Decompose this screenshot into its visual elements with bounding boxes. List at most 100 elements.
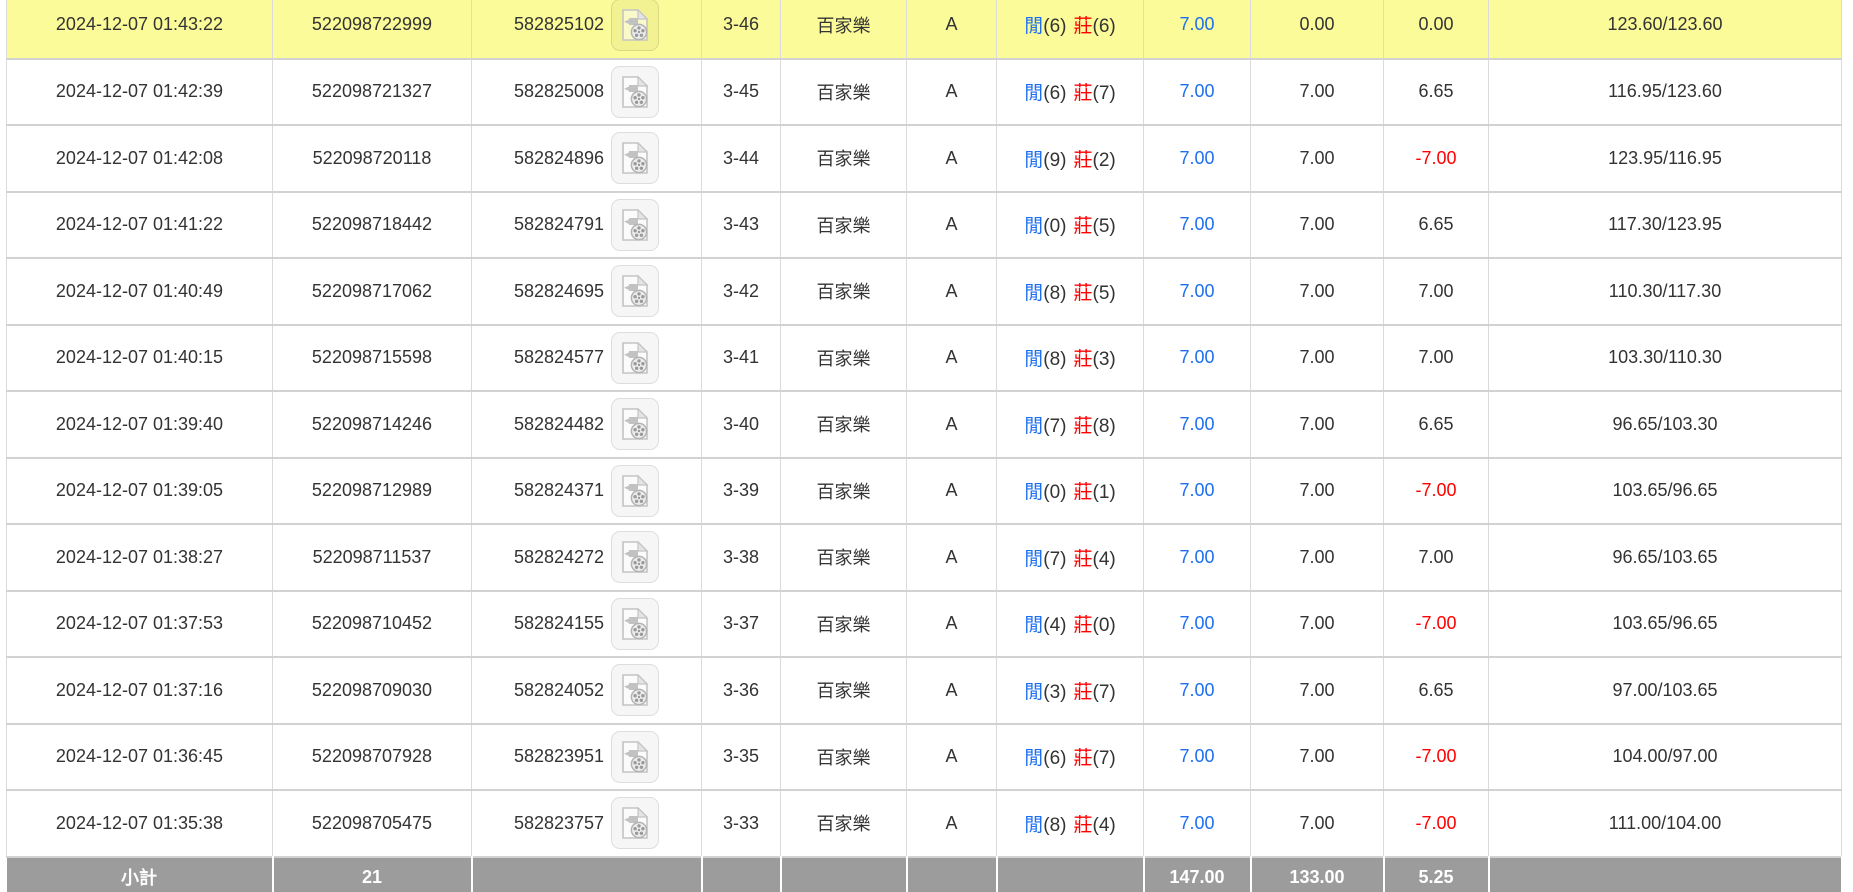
game-id-cell: 582824577 [471, 323, 702, 391]
game-name: 百家樂 [780, 656, 907, 724]
video-replay-button[interactable] [611, 730, 660, 783]
film-document-icon [622, 674, 649, 707]
banker-score: (5) [1092, 282, 1116, 304]
video-replay-button[interactable] [611, 265, 660, 318]
bet-id: 522098722999 [272, 0, 472, 59]
bet-row[interactable]: 2024-12-07 01:40:49 522098717062 5828246… [6, 257, 1842, 325]
game-name: 百家樂 [780, 257, 907, 325]
video-replay-button[interactable] [611, 398, 660, 451]
bet-row[interactable]: 2024-12-07 01:42:08 522098720118 5828248… [6, 124, 1842, 192]
round-number: 3-36 [701, 656, 781, 724]
table-name: A [906, 57, 997, 125]
video-replay-button[interactable] [611, 0, 660, 51]
game-id: 582824371 [513, 480, 605, 501]
player-label: 閒 [1024, 16, 1044, 38]
bet-amount-link[interactable]: 7.00 [1179, 480, 1215, 501]
game-result: 閒(8) 莊(4) [996, 789, 1144, 857]
bet-id: 522098711537 [272, 523, 472, 591]
banker-score: (7) [1092, 748, 1116, 770]
bet-amount-link[interactable]: 7.00 [1179, 147, 1215, 168]
game-id-cell: 582824896 [471, 124, 702, 192]
valid-amount: 7.00 [1250, 722, 1384, 790]
game-result: 閒(6) 莊(6) [996, 0, 1144, 59]
bet-row[interactable]: 2024-12-07 01:37:53 522098710452 5828241… [6, 589, 1842, 657]
game-id-cell: 582824155 [471, 589, 702, 657]
bet-row[interactable]: 2024-12-07 01:35:38 522098705475 5828237… [6, 789, 1842, 857]
balance: 117.30/123.95 [1488, 190, 1842, 258]
video-replay-button[interactable] [611, 198, 660, 251]
player-score: (8) [1043, 349, 1067, 371]
video-replay-button[interactable] [611, 797, 660, 850]
bet-row[interactable]: 2024-12-07 01:40:15 522098715598 5828245… [6, 323, 1842, 391]
bet-id: 522098707928 [272, 722, 472, 790]
game-id-cell: 582824695 [471, 257, 702, 325]
bet-row[interactable]: 2024-12-07 01:38:27 522098711537 5828242… [6, 523, 1842, 591]
bet-row[interactable]: 2024-12-07 01:36:45 522098707928 5828239… [6, 722, 1842, 790]
game-result: 閒(7) 莊(8) [996, 390, 1144, 458]
bet-row[interactable]: 2024-12-07 01:41:22 522098718442 5828247… [6, 190, 1842, 258]
video-replay-button[interactable] [611, 597, 660, 650]
bet-amount-link[interactable]: 7.00 [1179, 413, 1215, 434]
win-loss: -7.00 [1383, 589, 1489, 657]
subtotal-empty-gameid [471, 855, 703, 892]
film-document-icon [622, 740, 649, 773]
banker-score: (2) [1092, 149, 1116, 171]
game-id: 582824577 [513, 347, 605, 368]
player-score: (4) [1043, 615, 1067, 637]
banker-score: (7) [1092, 83, 1116, 105]
video-replay-button[interactable] [611, 65, 660, 118]
bet-amount-link[interactable]: 7.00 [1179, 81, 1215, 102]
bet-time: 2024-12-07 01:43:22 [6, 0, 273, 59]
round-number: 3-38 [701, 523, 781, 591]
player-label: 閒 [1024, 748, 1044, 770]
video-replay-button[interactable] [611, 132, 660, 185]
bet-row[interactable]: 2024-12-07 01:42:39 522098721327 5828250… [6, 57, 1842, 125]
valid-amount: 7.00 [1250, 523, 1384, 591]
player-label: 閒 [1024, 615, 1044, 637]
game-id-cell: 582824052 [471, 656, 702, 724]
bet-amount-link[interactable]: 7.00 [1179, 679, 1215, 700]
game-id: 582823951 [513, 746, 605, 767]
video-replay-button[interactable] [611, 664, 660, 717]
player-label: 閒 [1024, 282, 1044, 304]
banker-label: 莊 [1073, 681, 1093, 703]
bet-amount-link[interactable]: 7.00 [1179, 347, 1215, 368]
table-name: A [906, 190, 997, 258]
subtotal-empty-game [780, 855, 908, 892]
bet-row[interactable]: 2024-12-07 01:39:05 522098712989 5828243… [6, 456, 1842, 524]
valid-amount: 7.00 [1250, 124, 1384, 192]
bet-id: 522098721327 [272, 57, 472, 125]
bet-amount-link[interactable]: 7.00 [1179, 746, 1215, 767]
game-result: 閒(0) 莊(1) [996, 456, 1144, 524]
video-replay-button[interactable] [611, 464, 660, 517]
game-name: 百家樂 [780, 190, 907, 258]
game-result: 閒(4) 莊(0) [996, 589, 1144, 657]
bet-id: 522098712989 [272, 456, 472, 524]
win-loss: 6.65 [1383, 390, 1489, 458]
bet-row[interactable]: 2024-12-07 01:43:22 522098722999 5828251… [6, 0, 1842, 59]
film-document-icon [622, 75, 649, 108]
banker-label: 莊 [1073, 814, 1093, 836]
bet-row[interactable]: 2024-12-07 01:39:40 522098714246 5828244… [6, 390, 1842, 458]
game-id: 582823757 [513, 812, 605, 833]
game-id: 582824791 [513, 214, 605, 235]
round-number: 3-43 [701, 190, 781, 258]
bet-amount-link[interactable]: 7.00 [1179, 280, 1215, 301]
bet-amount-cell: 7.00 [1143, 0, 1251, 59]
game-id: 582824272 [513, 546, 605, 567]
bet-amount-link[interactable]: 7.00 [1179, 812, 1215, 833]
bet-amount-cell: 7.00 [1143, 523, 1251, 591]
video-replay-button[interactable] [611, 531, 660, 584]
valid-amount: 7.00 [1250, 323, 1384, 391]
bet-amount-link[interactable]: 7.00 [1179, 214, 1215, 235]
bet-amount-link[interactable]: 7.00 [1179, 14, 1215, 35]
bet-amount-link[interactable]: 7.00 [1179, 613, 1215, 634]
film-document-icon [622, 142, 649, 175]
bet-row[interactable]: 2024-12-07 01:37:16 522098709030 5828240… [6, 656, 1842, 724]
win-loss: -7.00 [1383, 722, 1489, 790]
game-result: 閒(6) 莊(7) [996, 57, 1144, 125]
video-replay-button[interactable] [611, 331, 660, 384]
bet-amount-link[interactable]: 7.00 [1179, 546, 1215, 567]
game-id-cell: 582824482 [471, 390, 702, 458]
game-id-cell: 582824272 [471, 523, 702, 591]
